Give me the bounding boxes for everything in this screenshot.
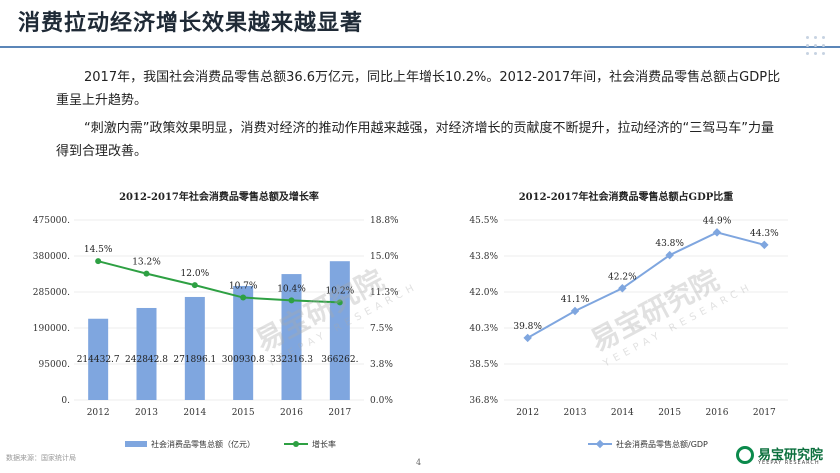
x-tick-label: 2015 [232,408,255,418]
y-tick-label: 38.5% [469,360,498,370]
growth-rate-point [95,258,102,265]
paragraph-policy-effect: “刺激内需”政策效果明显，消费对经济的推动作用越来越强，对经济增长的贡献度不断提… [56,121,774,159]
growth-rate-label: 10.2% [326,286,355,296]
growth-rate-point [240,294,247,301]
y-tick-label: 45.5% [469,216,498,226]
bar-value-label: 366262. [321,355,358,365]
growth-rate-point [336,299,343,306]
decorative-dots [806,36,832,62]
growth-rate-label: 10.7% [229,282,258,292]
retail-gdp-share-chart: 2012-2017年社会消费品零售总额占GDP比重 36.8% 38.5% 40.3%… [432,178,832,468]
legend-line-marker [595,439,605,449]
bar-value-label: 332316.3 [270,355,313,365]
gdp-share-label: 41.1% [561,295,590,305]
paragraph-retail-summary: 2017年，我国社会消费品零售总额36.6万亿元，同比上年增长10.2%。201… [56,70,781,108]
y-right-tick-label: 11.3% [370,288,399,298]
gdp-share-point [570,306,580,316]
y-right-tick-label: 18.8% [370,216,399,226]
y-right-tick-label: 15.0% [370,252,399,262]
chart-title: 2012-2017年社会消费品零售总额占GDP比重 [519,190,734,203]
x-tick-label: 2016 [280,408,303,418]
legend-line-label: 社会消费品零售总额/GDP [616,439,708,449]
brand-ring-icon [736,446,754,464]
bar [281,274,302,400]
x-tick-label: 2014 [183,408,206,418]
growth-rate-point [191,282,198,289]
x-tick-label: 2012 [516,408,539,418]
y-tick-label: 42.0% [469,288,498,298]
growth-rate-point [288,297,295,304]
growth-rate-label: 12.0% [181,269,210,279]
growth-rate-label: 10.4% [277,284,306,294]
page-title: 消费拉动经济增长效果越来越显著 [18,11,364,36]
brand-logo: 易宝研究院 YEEPAY RESEARCH [736,443,832,469]
y-left-tick-label: 475000. [33,216,70,226]
gdp-share-label: 43.8% [655,239,684,249]
y-tick-label: 43.8% [469,252,498,262]
legend-line-label: 增长率 [312,439,336,449]
growth-rate-label: 14.5% [84,245,113,255]
bar [329,261,350,400]
growth-rate-point [143,270,150,277]
x-tick-label: 2015 [658,408,681,418]
source-note: 数据来源：国家统计局 [6,454,76,462]
bar [88,318,109,400]
x-tick-label: 2014 [611,408,634,418]
y-left-tick-label: 285000. [33,288,70,298]
y-tick-label: 40.3% [469,324,498,334]
gdp-share-label: 42.2% [608,272,637,282]
y-left-tick-label: 95000. [39,360,71,370]
gdp-share-line [527,231,765,339]
title-divider [0,46,840,48]
x-tick-label: 2016 [706,408,729,418]
gdp-share-point [712,228,722,237]
legend-bar-swatch [125,441,147,447]
y-right-tick-label: 0.0% [370,396,393,406]
bar-value-label: 271896.1 [173,355,216,365]
legend-line-marker [293,441,299,447]
gdp-share-label: 39.8% [513,322,542,332]
brand-name: 易宝研究院 [758,448,824,463]
y-left-tick-label: 190000. [33,324,70,334]
x-tick-label: 2017 [753,408,776,418]
bar [136,307,157,400]
page-number: 4 [416,458,422,467]
chart-title: 2012-2017年社会消费品零售总额及增长率 [119,190,319,203]
retail-sales-growth-chart-svg: 2012-2017年社会消费品零售总额及增长率 0. 95000. 190000. 28… [33,190,399,449]
gdp-share-point [665,250,674,260]
retail-gdp-share-chart-svg: 2012-2017年社会消费品零售总额占GDP比重 36.8% 38.5% 40.3%… [469,190,788,449]
y-tick-label: 36.8% [469,396,498,406]
x-tick-label: 2017 [328,408,351,418]
x-tick-label: 2013 [135,408,158,418]
gdp-share-label: 44.3% [750,229,779,239]
bar-value-label: 214432.7 [77,355,120,365]
gdp-share-point [760,240,769,250]
bar-value-label: 242842.8 [125,355,168,365]
retail-sales-growth-chart: 2012-2017年社会消费品零售总额及增长率 0. 95000. 190000. 28… [12,178,422,468]
bar [233,285,254,400]
y-right-tick-label: 3.8% [370,360,393,370]
brand-subtitle: YEEPAY RESEARCH [758,460,820,466]
growth-rate-line [97,260,340,304]
legend-bar-label: 社会消费品零售总额（亿元） [151,439,255,449]
gdp-share-label: 44.9% [703,216,732,226]
x-tick-label: 2012 [87,408,110,418]
x-tick-label: 2013 [564,408,587,418]
bar-value-label: 300930.8 [222,355,265,365]
y-left-tick-label: 0. [61,396,70,406]
y-right-tick-label: 7.5% [370,324,393,334]
gdp-share-point [523,333,532,343]
bar [184,296,205,400]
growth-rate-label: 13.2% [132,258,161,268]
y-left-tick-label: 380000. [33,252,70,262]
gdp-share-point [618,284,627,293]
